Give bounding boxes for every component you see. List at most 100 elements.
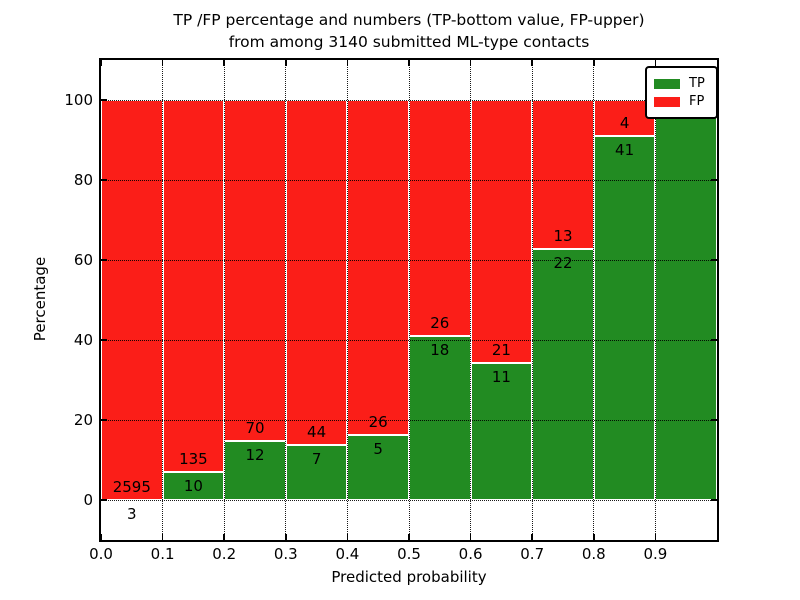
y-tick-mark: [101, 259, 107, 261]
x-tick-label: 0.6: [458, 545, 483, 563]
x-tick-mark: [593, 534, 595, 540]
x-tick-mark: [654, 60, 657, 66]
bar-fp-count-label: 26: [368, 413, 388, 432]
gridline-horizontal: [101, 419, 717, 421]
gridline-horizontal: [101, 499, 717, 501]
bar-fp-count-label: 70: [245, 419, 265, 438]
y-tick-label: 100: [64, 91, 93, 109]
bar-fp-segment: [470, 100, 533, 363]
x-tick-label: 0.0: [89, 545, 113, 563]
y-tick-mark: [711, 259, 717, 261]
bar-fp-count-label: 4: [619, 113, 630, 132]
legend-entry-tp: TP: [654, 75, 716, 92]
legend-swatch-tp: [654, 78, 680, 89]
y-tick-label: 20: [73, 411, 93, 429]
y-tick-label: 80: [73, 171, 93, 189]
x-tick-mark: [531, 534, 533, 540]
y-tick-label: 40: [73, 331, 93, 349]
bar-tp-segment: [409, 336, 471, 500]
gridline-vertical: [223, 60, 225, 540]
gridline-horizontal: [101, 179, 717, 181]
gridline-horizontal: [101, 259, 717, 261]
y-tick-mark: [101, 179, 107, 181]
plot-canvas: 25953135107012447265261821111322441077: [100, 60, 717, 540]
chart-title-line1: TP /FP percentage and numbers (TP-bottom…: [173, 11, 645, 29]
bar-tp-count-label: 10: [183, 477, 203, 496]
legend-label-fp: FP: [689, 94, 705, 109]
bar-fp-count-label: 13: [553, 226, 573, 245]
x-axis-label: Predicted probability: [331, 568, 487, 586]
legend-label-tp: TP: [689, 76, 705, 91]
y-tick-mark: [101, 339, 107, 341]
bar-tp-count-label: 5: [373, 440, 383, 459]
x-tick-label: 0.3: [273, 545, 298, 563]
bar-fp-count-label: 44: [307, 423, 327, 442]
bar-fp-segment: [409, 100, 471, 337]
bar-tp-count-label: 3: [127, 504, 137, 523]
y-tick-mark: [711, 499, 717, 501]
y-tick-label: 60: [73, 251, 93, 269]
y-tick-mark: [711, 419, 717, 421]
legend-swatch-fp: [654, 96, 680, 107]
bar-fp-count-label: 21: [491, 340, 511, 359]
bar-tp-count-label: 41: [615, 140, 635, 159]
gridline-horizontal: [101, 339, 717, 341]
x-tick-label: 0.1: [150, 545, 175, 563]
gridline-vertical: [285, 60, 287, 540]
chart-title-line2: from among 3140 submitted ML-type contac…: [228, 33, 590, 51]
x-tick-mark: [285, 60, 287, 66]
bar-tp-segment: [532, 248, 594, 500]
x-tick-mark: [408, 534, 410, 540]
bar-tp-count-label: 11: [491, 367, 511, 386]
bar-tp-count-label: 18: [430, 341, 450, 360]
gridline-vertical: [162, 60, 164, 540]
x-tick-label: 0.8: [581, 545, 606, 563]
bar-fp-segment: [347, 100, 409, 436]
x-tick-label: 0.7: [520, 545, 545, 563]
x-tick-mark: [285, 534, 287, 540]
x-tick-mark: [346, 534, 349, 540]
x-tick-mark: [100, 534, 102, 540]
x-tick-mark: [346, 60, 349, 66]
bar-fp-segment: [224, 100, 286, 442]
bar-fp-segment: [101, 100, 163, 500]
gridline-horizontal: [101, 99, 717, 101]
bar-tp-segment: [224, 441, 286, 500]
gridline-vertical: [408, 60, 410, 540]
x-tick-mark: [593, 60, 595, 66]
x-tick-mark: [161, 534, 164, 540]
x-tick-label: 0.2: [212, 545, 237, 563]
legend-entry-fp: FP: [654, 93, 716, 110]
bar-tp-segment: [655, 100, 717, 500]
gridline-vertical: [593, 60, 595, 540]
y-tick-mark: [101, 499, 107, 501]
gridline-vertical: [654, 60, 656, 540]
bar-fp-count-label: 2595: [112, 477, 151, 496]
bar-fp-segment: [285, 100, 348, 446]
x-tick-mark: [531, 60, 533, 66]
x-tick-mark: [654, 534, 657, 540]
y-tick-mark: [101, 99, 107, 101]
bar-fp-count-label: 26: [430, 314, 450, 333]
x-tick-mark: [100, 60, 102, 66]
x-tick-mark: [161, 60, 164, 66]
gridline-vertical: [346, 60, 348, 540]
x-tick-label: 0.9: [643, 545, 668, 563]
x-tick-mark: [223, 60, 225, 66]
y-tick-mark: [711, 179, 717, 181]
x-tick-label: 0.5: [397, 545, 421, 563]
bar-tp-segment: [593, 135, 656, 500]
y-tick-label: 0: [83, 491, 93, 509]
x-tick-mark: [223, 534, 225, 540]
bar-tp-count-label: 22: [553, 253, 573, 272]
bar-fp-segment: [532, 100, 594, 249]
gridline-vertical: [470, 60, 472, 540]
x-tick-mark: [408, 60, 410, 66]
x-tick-mark: [469, 60, 472, 66]
bar-tp-segment: [285, 445, 348, 500]
y-tick-mark: [101, 419, 107, 421]
x-tick-mark: [469, 534, 472, 540]
bar-fp-segment: [162, 100, 225, 473]
bar-tp-count-label: 7: [311, 450, 322, 469]
